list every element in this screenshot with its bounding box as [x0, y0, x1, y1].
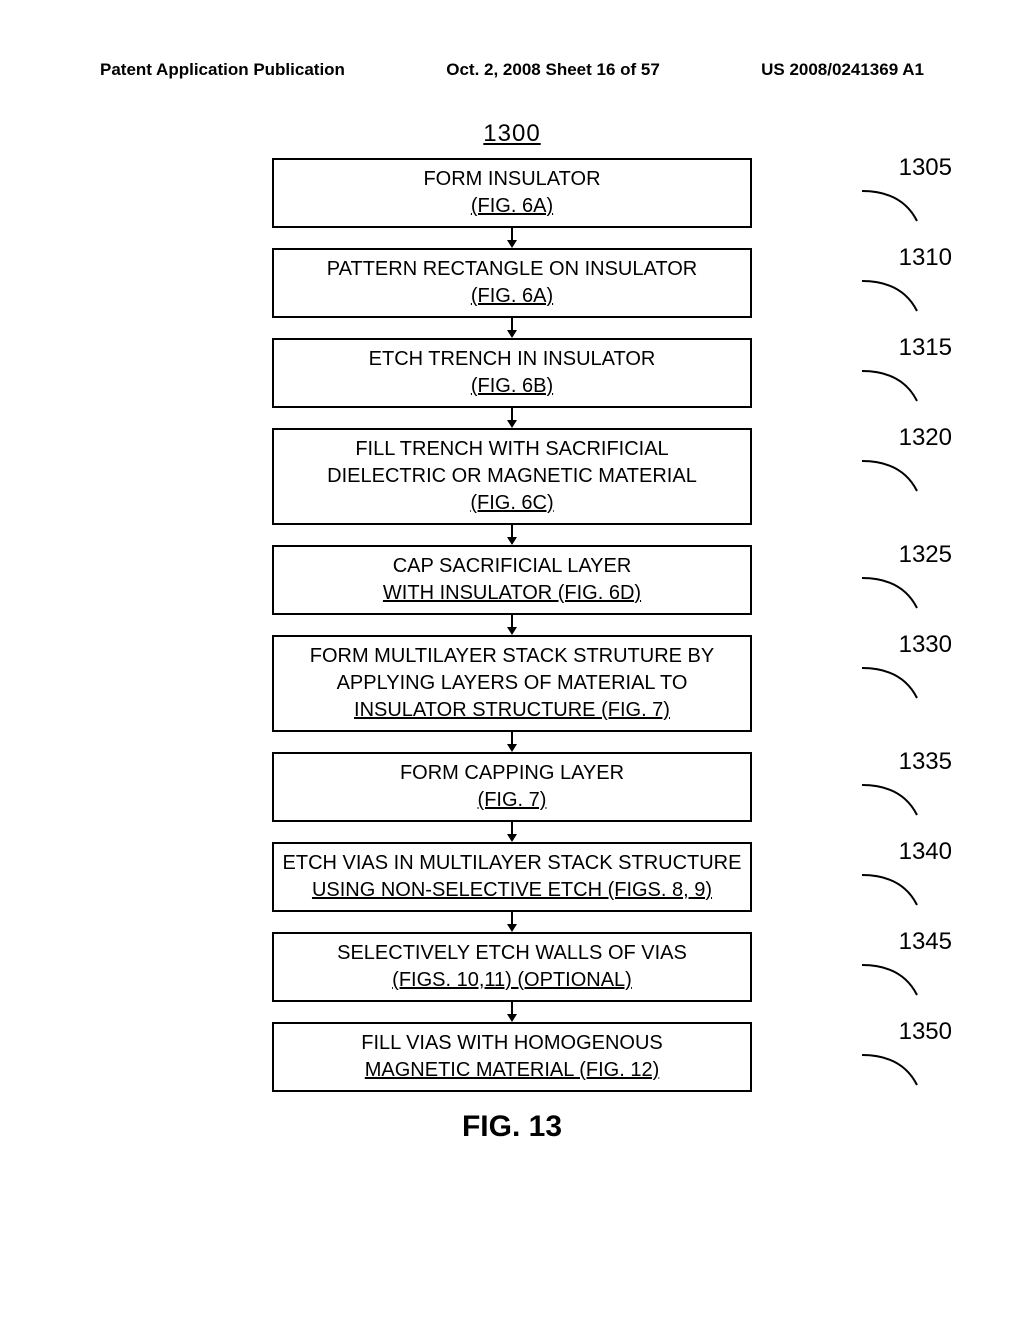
step-subline: (FIG. 6A)	[282, 283, 742, 310]
flow-step: SELECTIVELY ETCH WALLS OF VIAS(FIGS. 10,…	[162, 932, 862, 1002]
flow-step-box: CAP SACRIFICIAL LAYERWITH INSULATOR (FIG…	[272, 545, 752, 615]
step-refnum: 1335	[899, 748, 952, 776]
page-header: Patent Application Publication Oct. 2, 2…	[100, 60, 924, 80]
flow-arrow-icon	[505, 732, 519, 752]
flow-arrow	[162, 615, 862, 635]
step-line: SELECTIVELY ETCH WALLS OF VIAS	[282, 940, 742, 967]
reference-lead-line	[862, 1050, 922, 1090]
flow-arrow	[162, 318, 862, 338]
reference-lead-line	[862, 960, 922, 1000]
step-line: FORM MULTILAYER STACK STRUTURE BY	[282, 643, 742, 670]
flow-arrow-icon	[505, 615, 519, 635]
reference-lead-line	[862, 780, 922, 820]
reference-lead-line	[862, 276, 922, 316]
step-line: FILL TRENCH WITH SACRIFICIAL	[282, 436, 742, 463]
flow-arrow-icon	[505, 822, 519, 842]
flow-step-box: FORM INSULATOR(FIG. 6A)	[272, 158, 752, 228]
step-line: CAP SACRIFICIAL LAYER	[282, 553, 742, 580]
flow-arrow	[162, 1002, 862, 1022]
step-line: FORM INSULATOR	[282, 166, 742, 193]
flow-arrow-icon	[505, 408, 519, 428]
flow-step: FORM MULTILAYER STACK STRUTURE BYAPPLYIN…	[162, 635, 862, 732]
flow-step: ETCH TRENCH IN INSULATOR(FIG. 6B)1315	[162, 338, 862, 408]
patent-page: Patent Application Publication Oct. 2, 2…	[0, 0, 1024, 1320]
step-subline: USING NON-SELECTIVE ETCH (FIGS. 8, 9)	[282, 877, 742, 904]
flow-step-box: SELECTIVELY ETCH WALLS OF VIAS(FIGS. 10,…	[272, 932, 752, 1002]
flow-step: ETCH VIAS IN MULTILAYER STACK STRUCTUREU…	[162, 842, 862, 912]
step-subline: (FIGS. 10,11) (OPTIONAL)	[282, 967, 742, 994]
reference-lead-line	[862, 366, 922, 406]
flow-arrow	[162, 228, 862, 248]
step-line: ETCH TRENCH IN INSULATOR	[282, 346, 742, 373]
step-subline: (FIG. 7)	[282, 787, 742, 814]
flow-step: FILL VIAS WITH HOMOGENOUSMAGNETIC MATERI…	[162, 1022, 862, 1092]
flow-step: CAP SACRIFICIAL LAYERWITH INSULATOR (FIG…	[162, 545, 862, 615]
step-refnum: 1345	[899, 928, 952, 956]
flow-step-box: FILL VIAS WITH HOMOGENOUSMAGNETIC MATERI…	[272, 1022, 752, 1092]
step-refnum: 1310	[899, 244, 952, 272]
flow-arrow-icon	[505, 912, 519, 932]
header-left: Patent Application Publication	[100, 60, 345, 80]
reference-lead-line	[862, 870, 922, 910]
flow-arrow	[162, 912, 862, 932]
flow-step: FILL TRENCH WITH SACRIFICIALDIELECTRIC O…	[162, 428, 862, 525]
flow-step-box: PATTERN RECTANGLE ON INSULATOR(FIG. 6A)	[272, 248, 752, 318]
step-line: APPLYING LAYERS OF MATERIAL TO	[282, 670, 742, 697]
flow-step-box: FORM CAPPING LAYER(FIG. 7)	[272, 752, 752, 822]
reference-lead-line	[862, 456, 922, 496]
flow-arrow-icon	[505, 1002, 519, 1022]
step-refnum: 1330	[899, 631, 952, 659]
step-refnum: 1320	[899, 424, 952, 452]
flow-arrow	[162, 732, 862, 752]
figure-caption: FIG. 13	[162, 1110, 862, 1144]
flow-step: PATTERN RECTANGLE ON INSULATOR(FIG. 6A)1…	[162, 248, 862, 318]
flowchart: 1300 FORM INSULATOR(FIG. 6A)1305 PATTERN …	[162, 120, 862, 1144]
reference-lead-line	[862, 186, 922, 226]
step-subline: WITH INSULATOR (FIG. 6D)	[282, 580, 742, 607]
step-refnum: 1325	[899, 541, 952, 569]
flow-arrow-icon	[505, 228, 519, 248]
flow-step: FORM CAPPING LAYER(FIG. 7)1335	[162, 752, 862, 822]
flow-step-box: FORM MULTILAYER STACK STRUTURE BYAPPLYIN…	[272, 635, 752, 732]
flow-arrow-icon	[505, 525, 519, 545]
step-subline: MAGNETIC MATERIAL (FIG. 12)	[282, 1057, 742, 1084]
reference-lead-line	[862, 573, 922, 613]
step-subline: (FIG. 6C)	[282, 490, 742, 517]
step-line: PATTERN RECTANGLE ON INSULATOR	[282, 256, 742, 283]
flow-step-box: FILL TRENCH WITH SACRIFICIALDIELECTRIC O…	[272, 428, 752, 525]
flow-step-box: ETCH TRENCH IN INSULATOR(FIG. 6B)	[272, 338, 752, 408]
flow-arrow	[162, 822, 862, 842]
step-refnum: 1350	[899, 1018, 952, 1046]
flow-arrow	[162, 525, 862, 545]
flow-step: FORM INSULATOR(FIG. 6A)1305	[162, 158, 862, 228]
header-right: US 2008/0241369 A1	[761, 60, 924, 80]
step-refnum: 1315	[899, 334, 952, 362]
flow-arrow	[162, 408, 862, 428]
flow-step-box: ETCH VIAS IN MULTILAYER STACK STRUCTUREU…	[272, 842, 752, 912]
step-refnum: 1305	[899, 154, 952, 182]
step-line: DIELECTRIC OR MAGNETIC MATERIAL	[282, 463, 742, 490]
step-refnum: 1340	[899, 838, 952, 866]
header-center: Oct. 2, 2008 Sheet 16 of 57	[446, 60, 660, 80]
step-subline: (FIG. 6B)	[282, 373, 742, 400]
figure-number: 1300	[162, 120, 862, 148]
step-line: ETCH VIAS IN MULTILAYER STACK STRUCTURE	[282, 850, 742, 877]
step-line: FORM CAPPING LAYER	[282, 760, 742, 787]
flow-arrow-icon	[505, 318, 519, 338]
step-line: FILL VIAS WITH HOMOGENOUS	[282, 1030, 742, 1057]
reference-lead-line	[862, 663, 922, 703]
steps-container: FORM INSULATOR(FIG. 6A)1305 PATTERN RECTA…	[162, 158, 862, 1092]
step-subline: (FIG. 6A)	[282, 193, 742, 220]
step-subline: INSULATOR STRUCTURE (FIG. 7)	[282, 697, 742, 724]
